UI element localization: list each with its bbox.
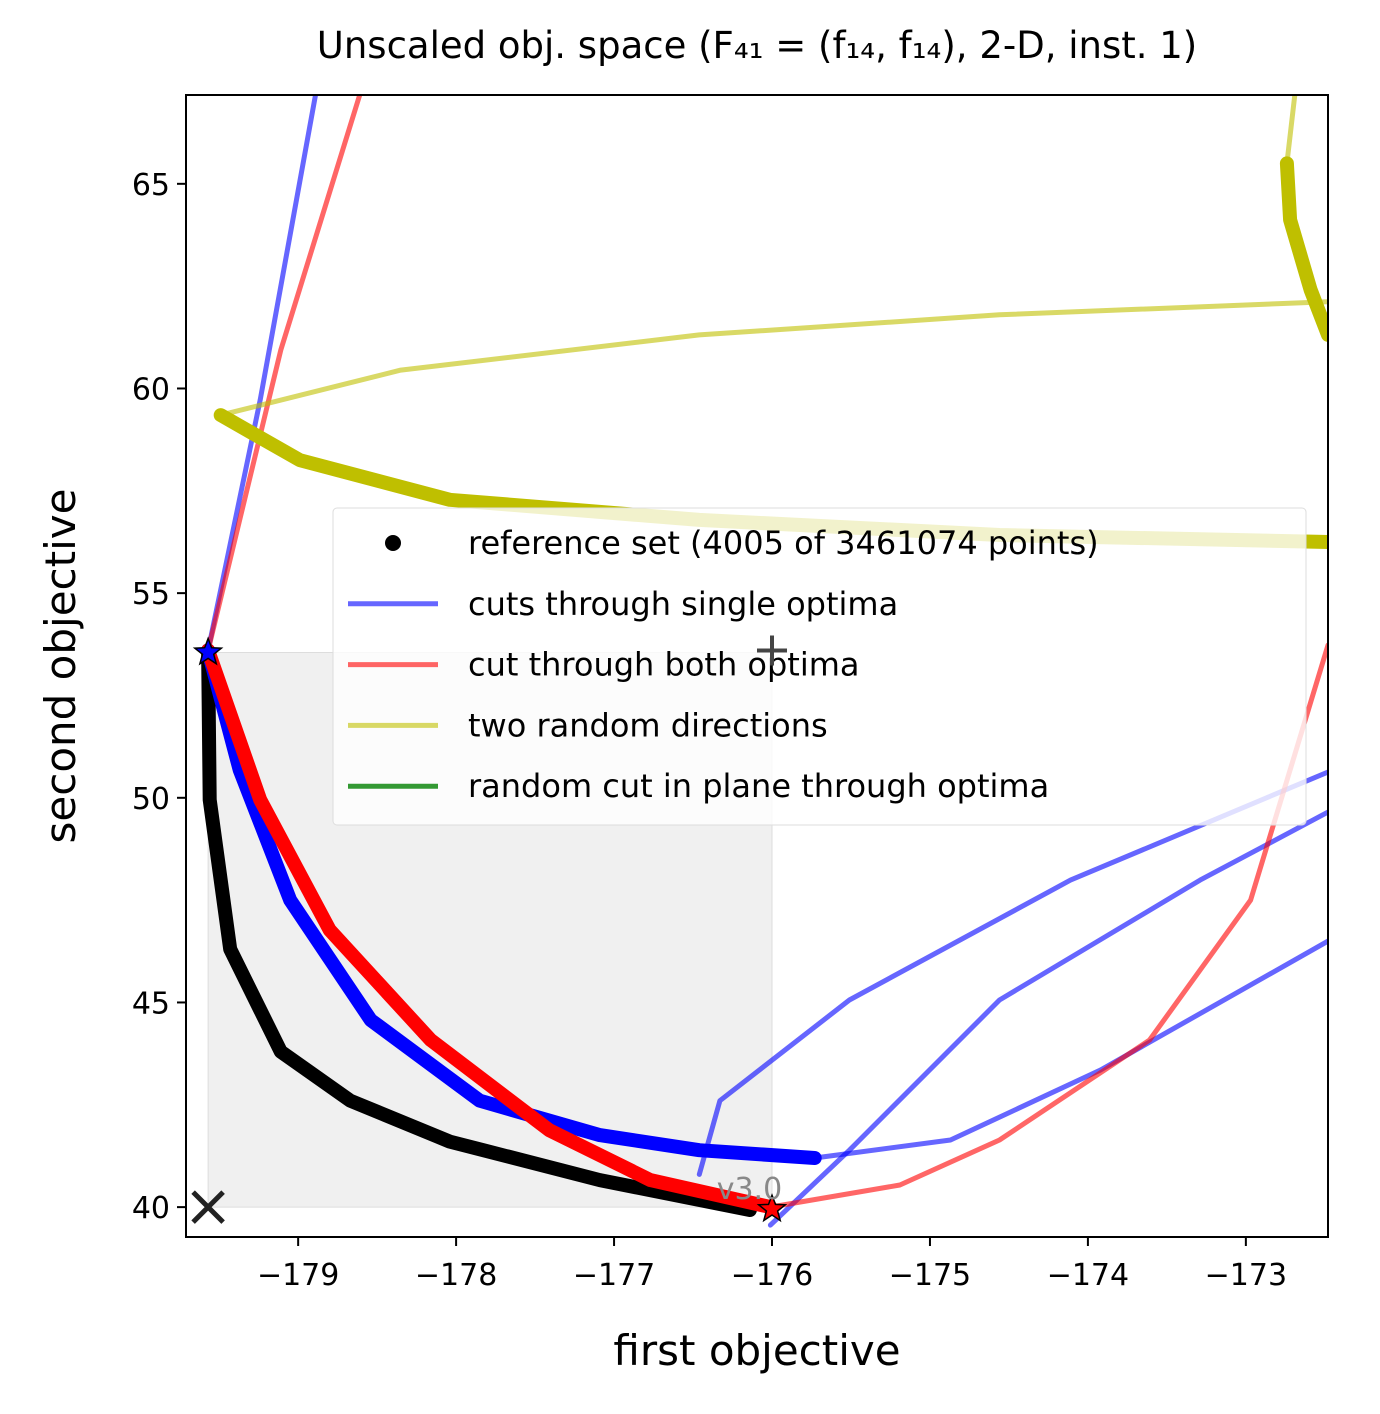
nadir-marker <box>757 635 788 666</box>
series-line <box>205 95 363 653</box>
x-axis-label: first objective <box>613 1326 900 1375</box>
x-tick-label: −175 <box>889 1258 971 1293</box>
series-line <box>201 643 757 1217</box>
series-line <box>696 769 1328 1177</box>
series-line <box>201 643 822 1165</box>
series-line <box>767 809 1328 1228</box>
series-line <box>1279 156 1328 342</box>
series-line <box>812 938 1328 1161</box>
version-label: v3.0 <box>717 1172 782 1207</box>
legend-dot <box>385 535 401 551</box>
y-axis-label: second objective <box>36 489 85 844</box>
legend-label: cuts through single optima <box>468 585 898 623</box>
optimum-star <box>756 1193 788 1223</box>
x-tick-label: −179 <box>257 1258 339 1293</box>
legend-label: reference set (4005 of 3461074 points) <box>468 524 1099 562</box>
y-tick-label: 50 <box>132 782 170 817</box>
x-tick-label: −178 <box>415 1258 497 1293</box>
series-line <box>205 95 318 653</box>
x-tick-label: −173 <box>1205 1258 1287 1293</box>
x-tick-label: −177 <box>573 1258 655 1293</box>
x-tick-label: −174 <box>1047 1258 1129 1293</box>
y-tick-label: 65 <box>132 168 170 203</box>
legend: reference set (4005 of 3461074 points) cu… <box>332 507 1307 826</box>
series-line <box>767 642 1328 1210</box>
legend-box <box>332 507 1307 826</box>
series-line <box>218 299 1328 418</box>
axes-frame <box>185 94 1329 1238</box>
legend-label: random cut in plane through optima <box>468 767 1049 805</box>
y-tick-label: 55 <box>132 577 170 612</box>
y-tick-label: 45 <box>132 986 170 1021</box>
series-line <box>1284 95 1298 166</box>
y-tick-label: 40 <box>132 1191 170 1226</box>
legend-label: cut through both optima <box>468 646 860 684</box>
ideal-marker <box>191 1190 225 1224</box>
optimum-star <box>192 636 224 666</box>
legend-label: two random directions <box>468 706 828 744</box>
x-tick-label: −176 <box>731 1258 813 1293</box>
series-line <box>201 643 778 1215</box>
chart-title: Unscaled obj. space (F₄₁ = (f₁₄, f₁₄), 2… <box>317 24 1197 67</box>
y-tick-label: 60 <box>132 372 170 407</box>
